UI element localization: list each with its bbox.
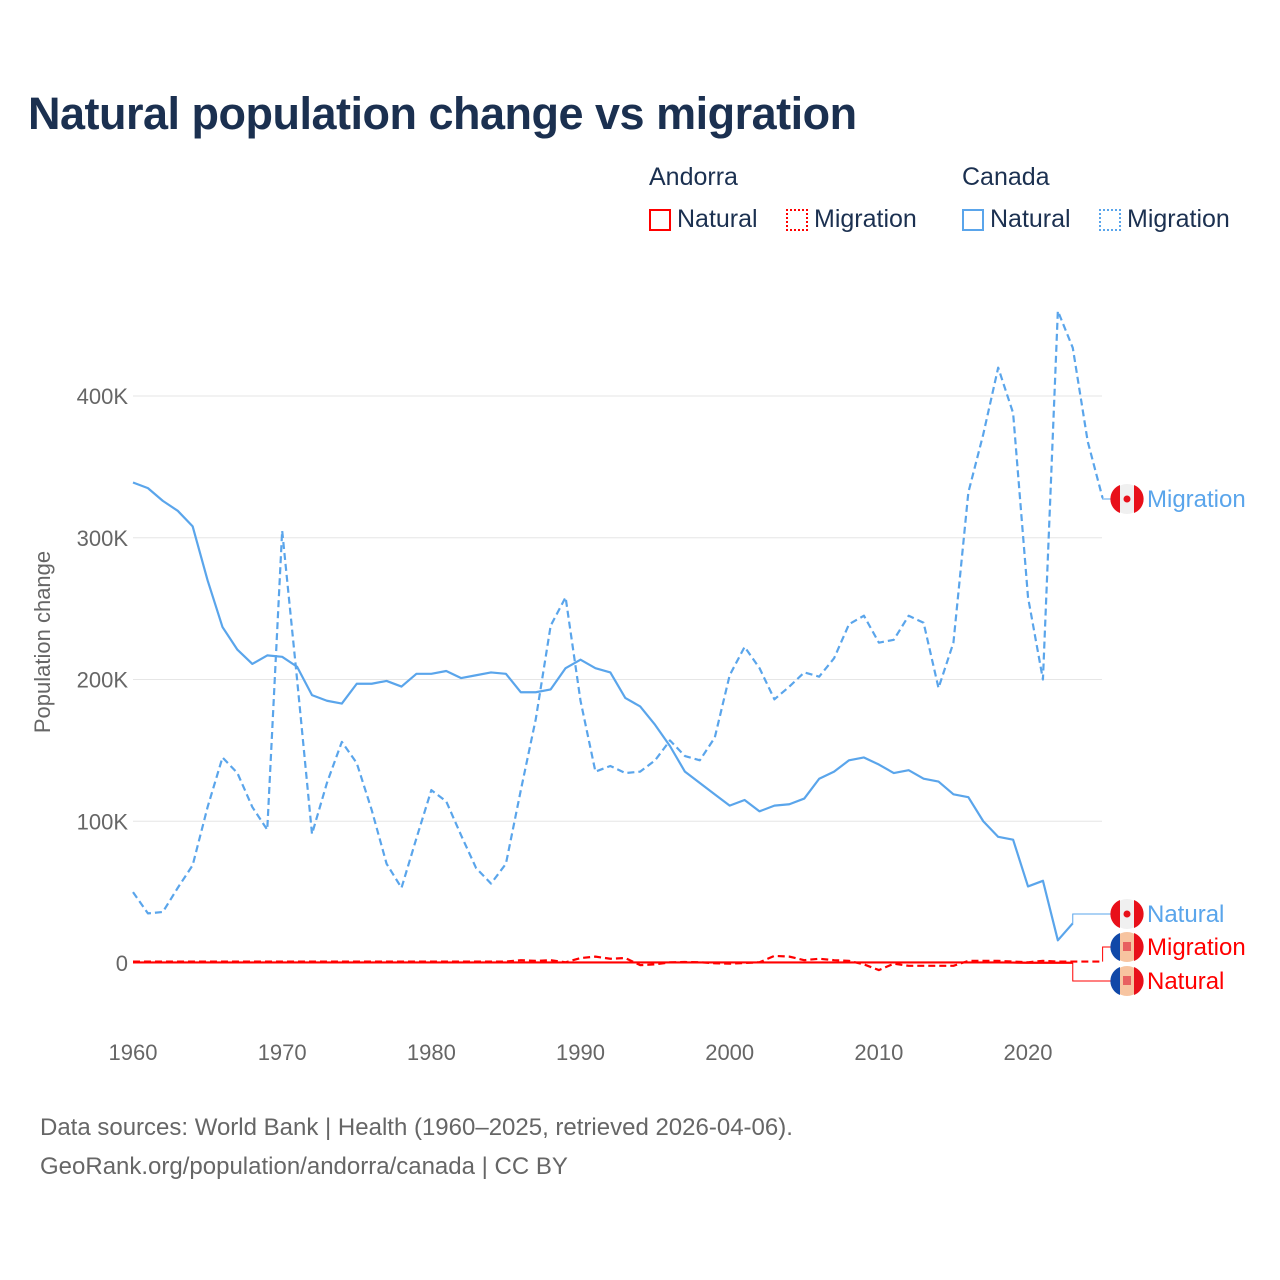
legend-canada-migration[interactable]: Migration bbox=[1099, 205, 1230, 234]
label-connector bbox=[1072, 913, 1112, 924]
series-line-canada-migration bbox=[132, 309, 1104, 915]
maple-leaf-icon bbox=[1123, 495, 1131, 503]
x-tick-label: 1990 bbox=[556, 1040, 605, 1065]
y-axis-label: Population change bbox=[30, 551, 55, 733]
x-tick-label: 1960 bbox=[109, 1040, 158, 1065]
legend-label: Natural bbox=[990, 205, 1071, 233]
legend-label: Migration bbox=[814, 205, 917, 233]
series-end-label: Natural bbox=[1147, 901, 1224, 928]
flag-band bbox=[1110, 485, 1120, 513]
label-connector bbox=[1102, 498, 1112, 500]
flag-band bbox=[1134, 900, 1144, 928]
flag-band bbox=[1110, 967, 1120, 995]
y-tick-label: 0 bbox=[116, 951, 128, 976]
x-tick-label: 1970 bbox=[258, 1040, 307, 1065]
label-connector bbox=[1072, 962, 1112, 982]
legend-swatch-solid bbox=[962, 208, 984, 231]
flag-band bbox=[1134, 933, 1144, 961]
x-tick-label: 2000 bbox=[705, 1040, 754, 1065]
chart-title: Natural population change vs migration bbox=[28, 88, 857, 139]
legend-canada-natural[interactable]: Natural bbox=[962, 205, 1071, 234]
legend-andorra-natural[interactable]: Natural bbox=[649, 205, 758, 234]
footer: Data sources: World Bank | Health (1960–… bbox=[40, 1108, 793, 1186]
coat-of-arms-icon bbox=[1123, 976, 1131, 985]
flag-band bbox=[1110, 933, 1120, 961]
series-line-andorra-migration bbox=[133, 954, 1103, 972]
label-connector bbox=[1102, 946, 1112, 962]
series-line-canada-natural bbox=[132, 481, 1074, 942]
flag-band bbox=[1134, 967, 1144, 995]
series-end-label: Natural bbox=[1147, 968, 1224, 995]
legend-group-andorra: Andorra bbox=[649, 163, 738, 191]
x-tick-label: 1980 bbox=[407, 1040, 456, 1065]
y-tick-label: 300K bbox=[77, 526, 129, 551]
series-end-label: Migration bbox=[1147, 486, 1246, 513]
legend-andorra-migration[interactable]: Migration bbox=[786, 205, 917, 234]
legend-group-canada: Canada bbox=[962, 163, 1050, 191]
legend-label: Natural bbox=[677, 205, 758, 233]
y-tick-label: 400K bbox=[77, 384, 129, 409]
y-tick-label: 100K bbox=[77, 809, 129, 834]
url-line: GeoRank.org/population/andorra/canada | … bbox=[40, 1153, 568, 1180]
x-tick-label: 2010 bbox=[854, 1040, 903, 1065]
maple-leaf-icon bbox=[1123, 910, 1131, 918]
legend-label: Migration bbox=[1127, 205, 1230, 233]
legend-swatch-solid bbox=[649, 208, 671, 231]
series-end-label: Migration bbox=[1147, 934, 1246, 961]
flag-band bbox=[1110, 900, 1120, 928]
y-tick-label: 200K bbox=[77, 668, 129, 693]
legend-swatch-dotted bbox=[786, 208, 808, 231]
x-tick-label: 2020 bbox=[1004, 1040, 1053, 1065]
flag-band bbox=[1134, 485, 1144, 513]
coat-of-arms-icon bbox=[1123, 942, 1131, 951]
legend-swatch-dotted bbox=[1099, 208, 1121, 231]
source-line: Data sources: World Bank | Health (1960–… bbox=[40, 1114, 793, 1141]
